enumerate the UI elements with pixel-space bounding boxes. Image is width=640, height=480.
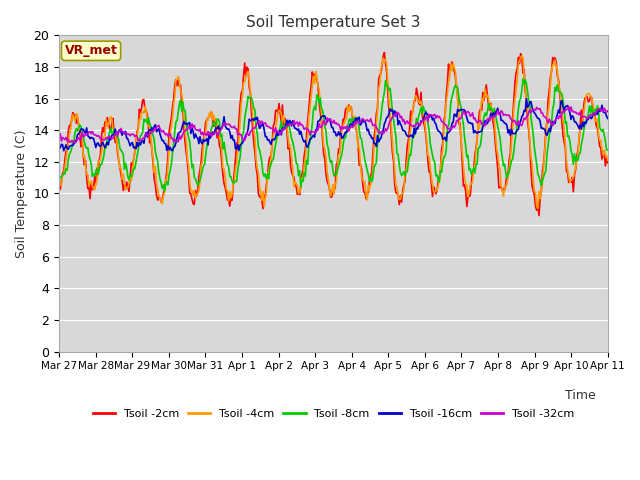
Tsoil -2cm xyxy=(55,180,63,186)
Tsoil -8cm xyxy=(288,136,296,142)
Tsoil -16cm xyxy=(227,135,235,141)
Tsoil -8cm xyxy=(161,188,168,194)
Y-axis label: Soil Temperature (C): Soil Temperature (C) xyxy=(15,129,28,258)
Text: VR_met: VR_met xyxy=(65,44,118,57)
Tsoil -32cm xyxy=(364,117,371,123)
Tsoil -8cm xyxy=(364,168,371,173)
Tsoil -8cm xyxy=(55,173,63,179)
Title: Soil Temperature Set 3: Soil Temperature Set 3 xyxy=(246,15,420,30)
Tsoil -2cm xyxy=(535,213,543,218)
Tsoil -4cm xyxy=(556,86,563,92)
Tsoil -8cm xyxy=(390,117,397,122)
Tsoil -2cm xyxy=(460,183,467,189)
Tsoil -8cm xyxy=(519,76,527,82)
Tsoil -8cm xyxy=(460,121,467,127)
X-axis label: Time: Time xyxy=(565,389,596,402)
Tsoil -2cm xyxy=(362,196,370,202)
Tsoil -4cm xyxy=(287,144,294,150)
Tsoil -16cm xyxy=(55,146,63,152)
Tsoil -4cm xyxy=(226,189,234,194)
Tsoil -16cm xyxy=(522,96,530,102)
Tsoil -2cm xyxy=(604,160,612,166)
Tsoil -4cm xyxy=(388,139,396,145)
Tsoil -32cm xyxy=(55,131,63,137)
Tsoil -8cm xyxy=(604,147,612,153)
Tsoil -32cm xyxy=(565,104,573,109)
Line: Tsoil -2cm: Tsoil -2cm xyxy=(59,53,608,216)
Tsoil -8cm xyxy=(556,89,563,95)
Tsoil -4cm xyxy=(604,157,612,163)
Tsoil -16cm xyxy=(288,123,296,129)
Line: Tsoil -4cm: Tsoil -4cm xyxy=(59,56,608,208)
Tsoil -32cm xyxy=(227,124,235,130)
Tsoil -32cm xyxy=(288,121,296,127)
Tsoil -8cm xyxy=(227,174,235,180)
Tsoil -16cm xyxy=(364,128,371,133)
Tsoil -2cm xyxy=(390,158,397,164)
Tsoil -2cm xyxy=(287,162,294,168)
Tsoil -2cm xyxy=(226,204,234,209)
Line: Tsoil -16cm: Tsoil -16cm xyxy=(59,99,608,151)
Legend: Tsoil -2cm, Tsoil -4cm, Tsoil -8cm, Tsoil -16cm, Tsoil -32cm: Tsoil -2cm, Tsoil -4cm, Tsoil -8cm, Tsoi… xyxy=(88,405,579,423)
Tsoil -2cm xyxy=(381,50,388,56)
Line: Tsoil -8cm: Tsoil -8cm xyxy=(59,79,608,191)
Tsoil -32cm xyxy=(604,108,612,114)
Tsoil -16cm xyxy=(460,107,467,113)
Tsoil -16cm xyxy=(60,148,68,154)
Tsoil -32cm xyxy=(69,140,77,145)
Line: Tsoil -32cm: Tsoil -32cm xyxy=(59,107,608,143)
Tsoil -4cm xyxy=(518,53,525,59)
Tsoil -32cm xyxy=(460,108,467,114)
Tsoil -16cm xyxy=(390,113,397,119)
Tsoil -16cm xyxy=(556,110,563,116)
Tsoil -4cm xyxy=(458,150,466,156)
Tsoil -4cm xyxy=(55,183,63,189)
Tsoil -4cm xyxy=(362,192,370,198)
Tsoil -32cm xyxy=(390,112,397,118)
Tsoil -32cm xyxy=(555,116,563,121)
Tsoil -4cm xyxy=(534,205,541,211)
Tsoil -2cm xyxy=(556,89,563,95)
Tsoil -16cm xyxy=(604,116,612,121)
